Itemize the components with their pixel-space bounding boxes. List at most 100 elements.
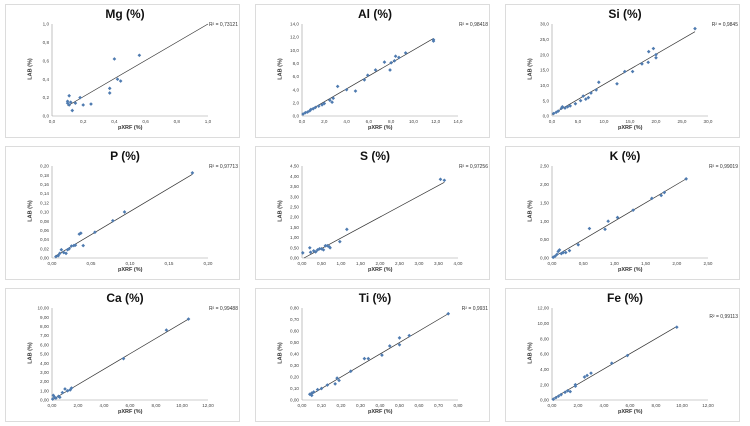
data-point (373, 68, 378, 72)
x-tick-label: 0,20 (204, 261, 213, 266)
scatter-panel: Si (%) R² = 0,9845 pXRF (%) LAB (%) 0,0 5,0 10… (500, 0, 750, 142)
data-point (446, 311, 451, 316)
y-tick-label: 0,0 (43, 114, 50, 119)
data-point (330, 100, 334, 105)
data-point (382, 60, 387, 64)
chart-title: P (%) (110, 149, 140, 163)
x-tick-label: 0,00 (48, 261, 57, 266)
x-tick-label: 0,30 (356, 403, 365, 408)
x-tick-label: 0,70 (434, 403, 443, 408)
data-point (60, 390, 65, 395)
chart-title: Ca (%) (106, 291, 144, 305)
x-tick-label: 0,20 (337, 403, 346, 408)
trendline (309, 313, 449, 396)
data-point (57, 395, 62, 400)
scatter-panel: P (%) R² = 0,97713 pXRF (%) LAB (%) 0,00 0,05… (0, 142, 250, 284)
x-tick-label: 0,15 (165, 261, 174, 266)
data-point (615, 81, 619, 86)
y-tick-label: 0,16 (40, 182, 49, 187)
x-tick-label: 6,00 (126, 403, 135, 408)
data-point (300, 251, 305, 255)
y-tick-label: 7,00 (40, 333, 49, 338)
x-tick-label: 8,00 (152, 403, 161, 408)
y-tick-label: 2,00 (540, 182, 549, 187)
x-tick-label: 2,50 (704, 261, 713, 266)
data-point (693, 26, 697, 31)
scatter-plot: 0,00 2,00 4,00 6,00 8,00 10,00 12,00 0,00 1,00 2,… (38, 306, 215, 408)
data-point (609, 361, 614, 366)
scatter-plot: 0,00 2,00 4,00 6,00 8,00 10,00 12,00 0,00 2,00 4,… (538, 306, 715, 408)
scatter-panel: S (%) R² = 0,97256 pXRF (%) LAB (%) 0,00 0,50… (250, 142, 500, 284)
y-tick-label: 0,60 (290, 329, 299, 334)
y-tick-label: 15,0 (540, 68, 549, 73)
panel-frame (5, 146, 240, 280)
r-squared-label: R² = 0,73121 (208, 22, 238, 28)
y-tick-label: 1,00 (40, 388, 49, 393)
x-tick-label: 0,50 (395, 403, 404, 408)
x-tick-label: 0,2 (80, 119, 87, 124)
y-tick-label: 0,00 (540, 398, 549, 403)
scatter-panel: K (%) R² = 0,99019 pXRF (%) LAB (%) 0,00 0,50… (500, 142, 750, 284)
y-tick-label: 4,00 (290, 174, 299, 179)
data-point (589, 91, 593, 95)
x-tick-label: 10,0 (600, 119, 609, 124)
y-tick-label: 2,00 (40, 379, 49, 384)
scatter-plot: 0,0 0,2 0,4 0,6 0,8 1,0 0,0 0,2 0,4 0,6 0,8 1,0 (43, 22, 212, 124)
data-point (56, 253, 61, 258)
data-point (578, 98, 583, 103)
r-squared-label: R² = 0,99113 (709, 314, 738, 320)
x-tick-label: 0,8 (174, 119, 181, 124)
x-tick-label: 2,50 (395, 261, 404, 266)
y-tick-label: 10,0 (290, 48, 299, 53)
y-tick-label: 0,30 (290, 363, 299, 368)
trendline (551, 326, 677, 400)
scatter-panel: Mg (%) R² = 0,73121 pXRF (%) LAB (%) 0,0 0,2 0… (0, 0, 250, 142)
data-point (337, 239, 342, 244)
y-tick-label: 0,50 (540, 237, 549, 242)
x-tick-label: 0,00 (548, 261, 557, 266)
y-tick-label: 10,0 (540, 83, 549, 88)
data-point (345, 227, 349, 232)
chart-title: Al (%) (358, 7, 392, 21)
y-tick-label: 25,0 (540, 37, 549, 42)
data-point (69, 244, 74, 248)
trendline (51, 318, 189, 401)
data-point (625, 353, 630, 358)
x-tick-label: 1,0 (205, 119, 212, 124)
data-point (115, 77, 120, 82)
data-point (585, 373, 589, 378)
x-axis-label: pXRF (%) (618, 125, 643, 131)
data-point (587, 226, 592, 231)
y-tick-label: 4,50 (290, 164, 299, 169)
x-tick-label: 5,0 (575, 119, 582, 124)
y-tick-label: 3,00 (290, 194, 299, 199)
x-tick-label: 3,50 (434, 261, 443, 266)
data-point (631, 208, 635, 212)
panel-frame (255, 4, 490, 138)
r-squared-label: R² = 0,97256 (458, 164, 488, 170)
y-tick-label: 9,00 (40, 315, 49, 320)
x-tick-label: 1,00 (610, 261, 619, 266)
y-tick-label: 0,00 (540, 256, 549, 261)
data-point (674, 325, 679, 330)
r-squared-label: R² = 0,98418 (458, 22, 488, 28)
scatter-panel: Al (%) R² = 0,98418 pXRF (%) LAB (%) 0,0 2,0 4… (250, 0, 500, 142)
data-point (190, 171, 195, 175)
y-tick-label: 0,8 (43, 40, 50, 45)
y-tick-label: 0,06 (40, 228, 49, 233)
y-tick-label: 20,0 (540, 52, 549, 57)
data-point (646, 60, 651, 65)
data-point (362, 78, 367, 82)
data-point (397, 55, 401, 60)
x-tick-label: 12,00 (202, 403, 214, 408)
y-tick-label: 2,50 (290, 204, 299, 209)
y-tick-label: 1,0 (43, 22, 50, 27)
x-tick-label: 4,0 (343, 119, 350, 124)
y-tick-label: 8,00 (540, 336, 549, 341)
x-axis-label: pXRF (%) (118, 125, 143, 131)
y-tick-label: 2,00 (290, 215, 299, 220)
y-tick-label: 0,00 (290, 398, 299, 403)
x-tick-label: 10,00 (676, 403, 688, 408)
scatter-plot: 0,0 5,0 10,0 15,0 20,0 25,0 30,0 0,0 5,0 10,0 15,0… (540, 22, 713, 124)
data-point (442, 178, 447, 183)
